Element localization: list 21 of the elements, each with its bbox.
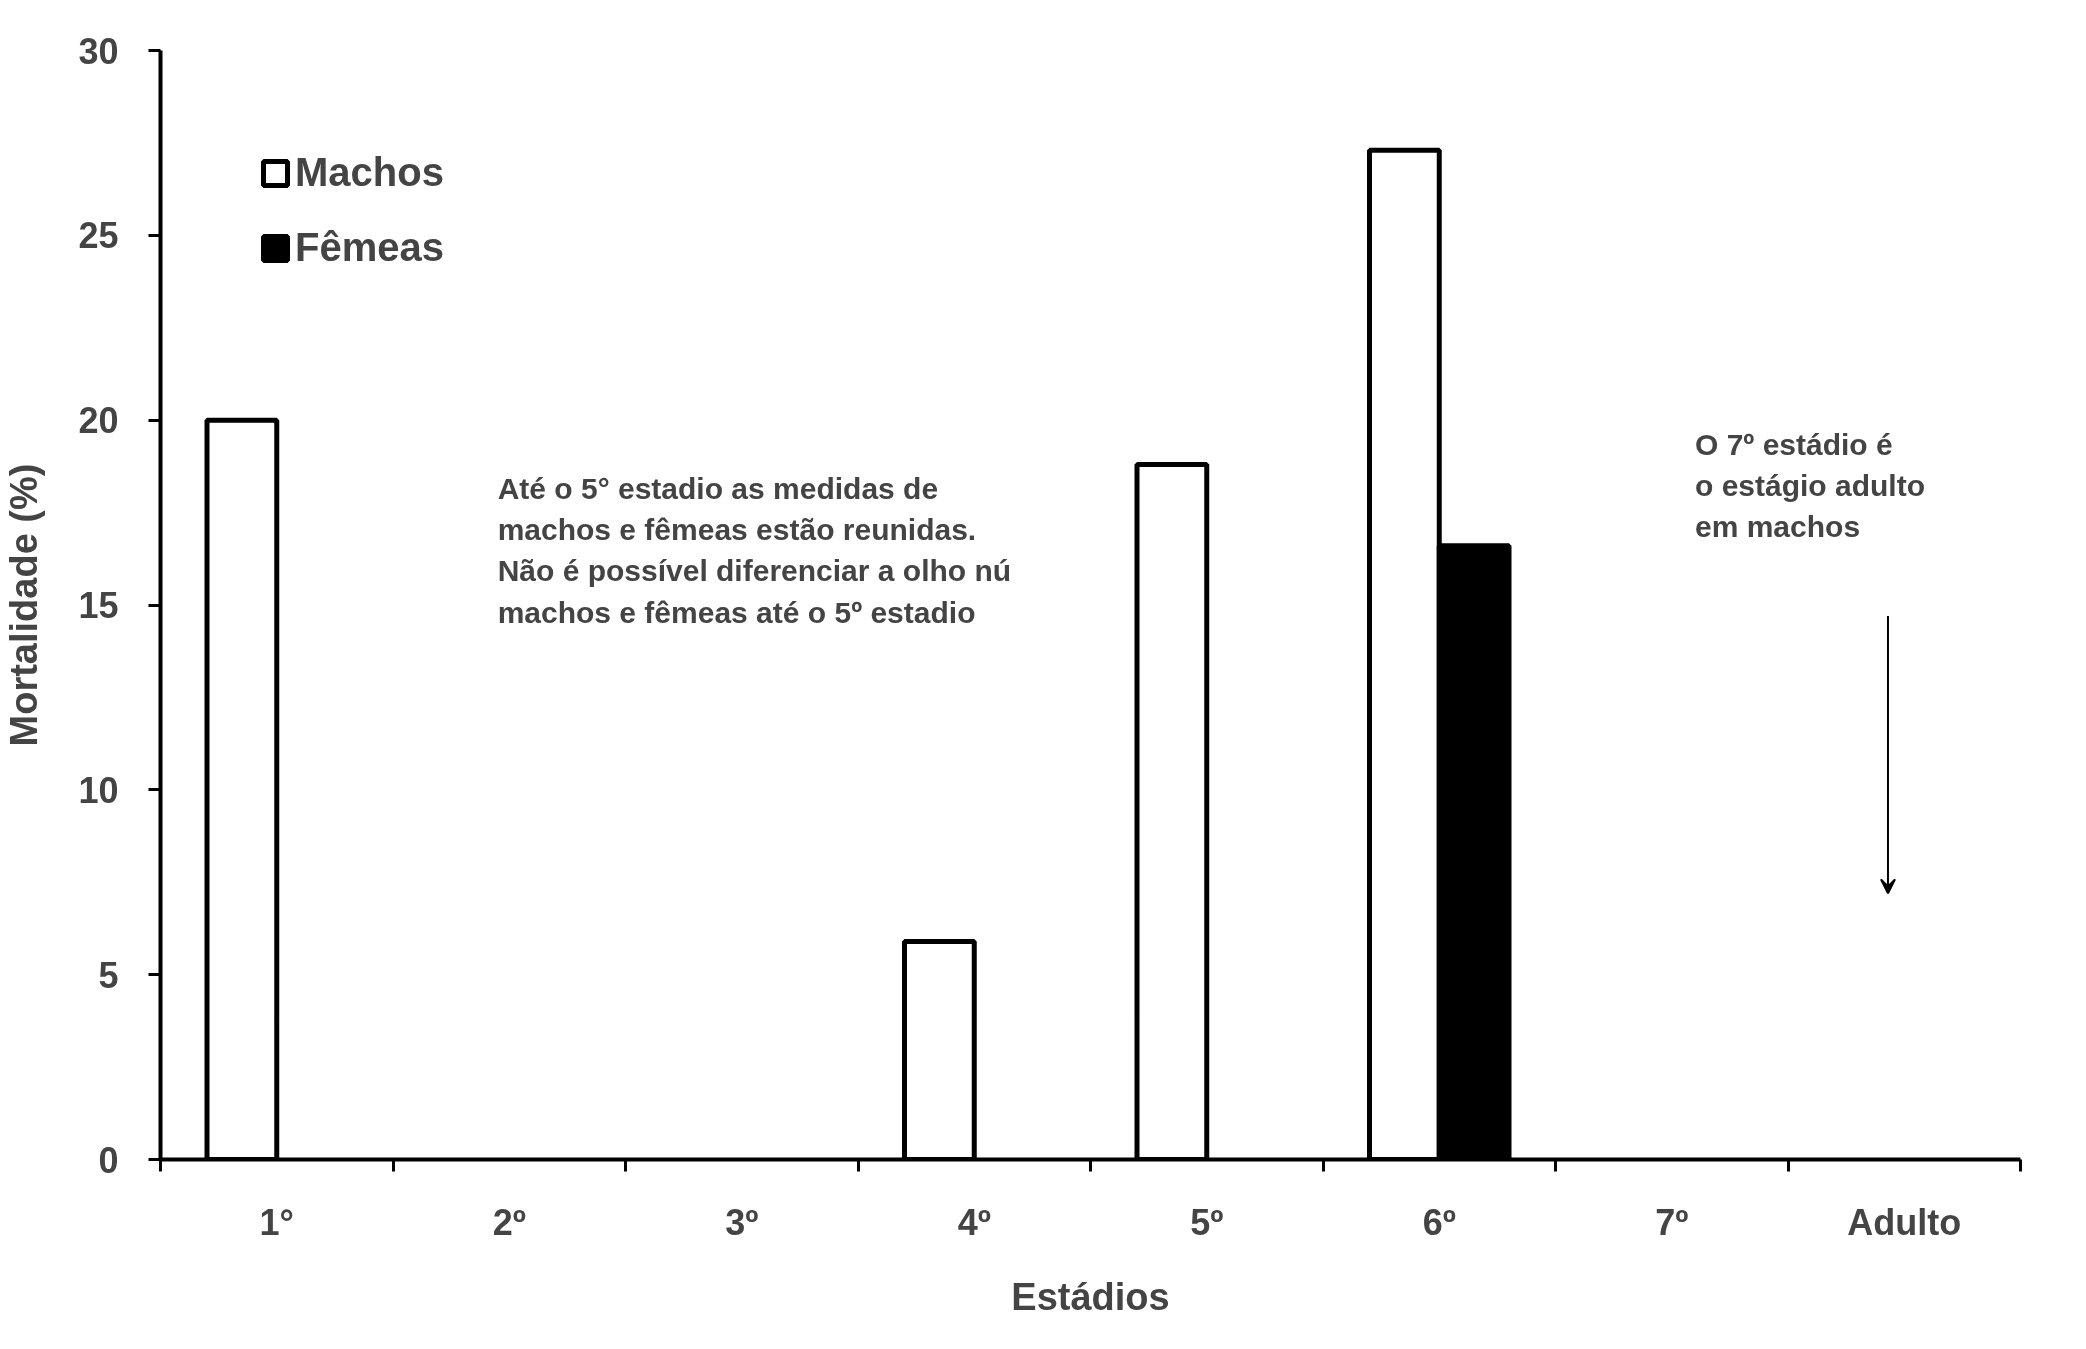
x-tick-label: Adulto: [1847, 1201, 1962, 1243]
y-tick-label: 5: [98, 954, 119, 996]
x-tick-label: 2º: [492, 1201, 526, 1243]
x-tick-label: 4º: [957, 1201, 991, 1243]
x-tick-label: 5º: [1190, 1201, 1224, 1243]
y-tick-label: 20: [78, 400, 119, 442]
legend-label: Fêmeas: [295, 225, 444, 270]
annotation: Até o 5° estadio as medidas de machos e fêmeas estão reunidas. Não é possível diferenciar a olho nú machos e fêmeas até o 5º estadio: [497, 471, 1012, 629]
y-tick-label: 0: [98, 1139, 119, 1181]
y-tick-label: 30: [78, 30, 119, 72]
x-tick-label: 6º: [1422, 1201, 1456, 1243]
y-tick-label: 25: [78, 215, 119, 257]
annotation: O 7º estádio é o estágio adulto em machos: [1695, 427, 1926, 544]
x-tick-label: 7º: [1655, 1201, 1689, 1243]
y-axis-title: Mortalidade (%): [3, 463, 46, 747]
y-tick-label: 15: [78, 585, 119, 626]
x-tick-label: 1°: [259, 1201, 294, 1243]
legend-label: Machos: [295, 150, 444, 195]
x-axis-title: Estádios: [1011, 1275, 1170, 1318]
x-tick-label: 3º: [725, 1201, 759, 1243]
y-tick-label: 10: [78, 769, 119, 811]
